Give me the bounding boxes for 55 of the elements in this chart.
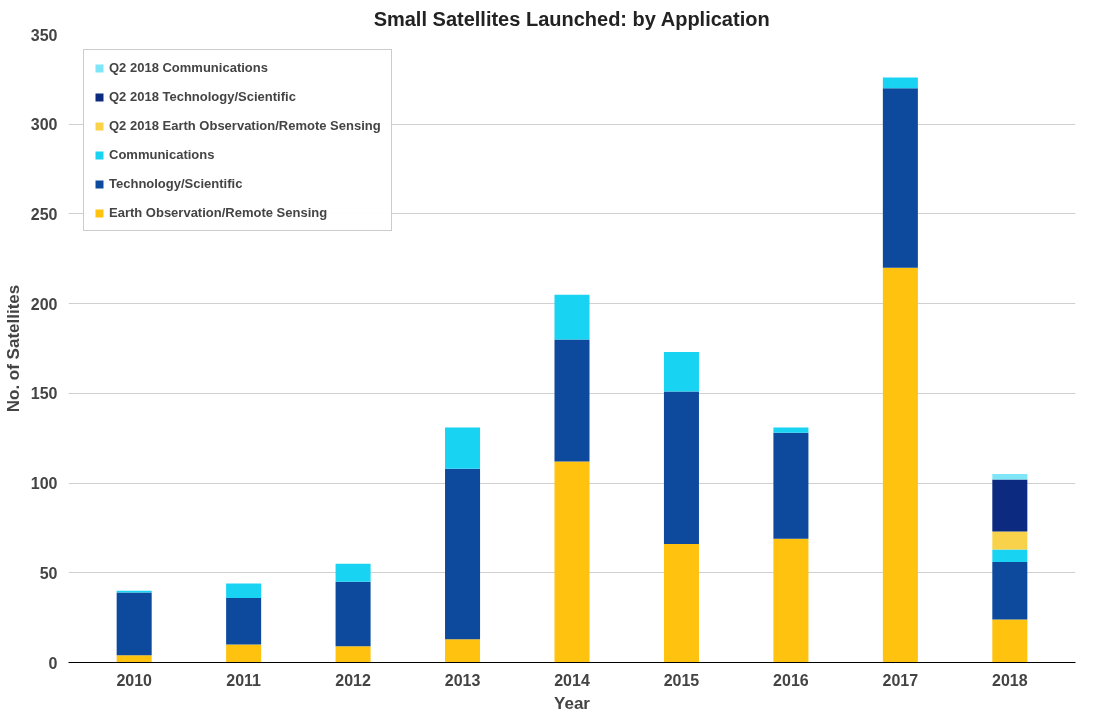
bar: [445, 639, 481, 663]
x-tick-label: 2015: [663, 671, 700, 689]
bar: [992, 531, 1028, 550]
y-tick-label: 200: [30, 295, 58, 313]
bar: [554, 461, 590, 663]
bar: [773, 427, 809, 433]
bar: [992, 479, 1028, 532]
legend-label: Earth Observation/Remote Sensing: [109, 205, 328, 220]
bar: [226, 583, 262, 598]
x-tick-label: 2017: [882, 671, 919, 689]
x-tick-label: 2012: [335, 671, 371, 689]
bar: [663, 352, 699, 392]
legend-label: Communications: [109, 147, 215, 162]
y-tick-label: 150: [30, 385, 58, 403]
x-tick-label: 2013: [444, 671, 481, 689]
bar: [335, 581, 371, 647]
x-axis-title: Year: [554, 693, 591, 713]
y-tick-label: 300: [30, 116, 58, 134]
bar: [663, 544, 699, 663]
bar: [554, 339, 590, 462]
y-tick-label: 350: [30, 26, 58, 44]
x-tick-label: 2016: [773, 671, 809, 689]
y-tick-label: 100: [30, 475, 58, 493]
bar: [663, 391, 699, 545]
bar: [554, 294, 590, 340]
bar: [882, 88, 918, 268]
bar: [992, 562, 1028, 620]
bar: [116, 655, 152, 663]
y-tick-label: 250: [30, 205, 58, 223]
x-tick-label: 2010: [116, 671, 153, 689]
bar: [992, 474, 1028, 480]
bar: [445, 427, 481, 469]
bar: [445, 468, 481, 640]
bar: [335, 646, 371, 663]
bar: [882, 267, 918, 663]
bar: [773, 432, 809, 539]
bar: [992, 619, 1028, 663]
legend-label: Technology/Scientific: [109, 176, 243, 191]
legend-label: Q2 2018 Technology/Scientific: [109, 89, 296, 104]
bar: [882, 77, 918, 89]
legend-label: Q2 2018 Communications: [109, 60, 268, 75]
bar: [335, 563, 371, 582]
y-tick-label: 0: [48, 654, 58, 672]
bar: [226, 644, 262, 663]
bar: [116, 592, 152, 656]
x-tick-label: 2018: [992, 671, 1028, 689]
y-tick-label: 50: [39, 564, 58, 582]
x-tick-label: 2011: [226, 671, 262, 689]
bar: [226, 597, 262, 645]
bar: [992, 549, 1028, 563]
bar: [773, 538, 809, 663]
chart-title: Small Satellites Launched: by Application: [373, 7, 770, 30]
y-axis-title: No. of Satellites: [3, 284, 23, 413]
x-tick-label: 2014: [554, 671, 590, 689]
legend-label: Q2 2018 Earth Observation/Remote Sensing: [109, 118, 381, 133]
